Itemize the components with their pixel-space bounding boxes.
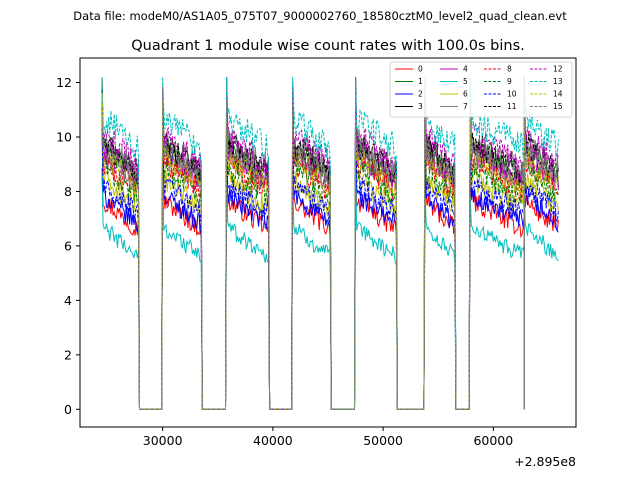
legend-label-9: 9 <box>507 77 512 86</box>
series-line-10 <box>101 107 559 410</box>
legend-label-4: 4 <box>463 65 468 74</box>
x-tick-label: 40000 <box>253 433 293 448</box>
plot-lines <box>101 77 559 410</box>
series-line-15 <box>101 79 559 410</box>
y-tick-label: 10 <box>56 129 72 144</box>
legend-label-0: 0 <box>418 65 423 74</box>
series-line-13 <box>101 77 559 410</box>
legend-label-14: 14 <box>553 90 563 99</box>
x-tick-label: 50000 <box>363 433 403 448</box>
legend-label-13: 13 <box>553 77 563 86</box>
x-offset-label: +2.895e8 <box>514 454 576 469</box>
y-tick-label: 6 <box>64 238 72 253</box>
legend-label-6: 6 <box>463 90 468 99</box>
y-tick-label: 4 <box>64 293 72 308</box>
chart-title: Quadrant 1 module wise count rates with … <box>131 38 525 54</box>
axes-frame <box>79 57 577 428</box>
legend-label-15: 15 <box>553 102 563 111</box>
legend-label-11: 11 <box>507 102 517 111</box>
legend-label-5: 5 <box>463 77 468 86</box>
legend-label-7: 7 <box>463 102 468 111</box>
data-file-label: Data file: modeM0/AS1A05_075T07_90000027… <box>73 9 567 23</box>
y-tick-label: 0 <box>64 402 72 417</box>
legend-label-1: 1 <box>418 77 423 86</box>
x-tick-label: 30000 <box>143 433 183 448</box>
x-tick-label: 60000 <box>473 433 513 448</box>
legend-label-3: 3 <box>418 102 423 111</box>
legend-label-2: 2 <box>418 90 423 99</box>
y-tick-label: 2 <box>64 347 72 362</box>
y-tick-label: 8 <box>64 184 72 199</box>
legend-label-10: 10 <box>507 90 517 99</box>
series-line-12 <box>101 77 559 410</box>
legend-box <box>389 61 573 118</box>
legend-label-8: 8 <box>507 65 512 74</box>
y-axis: 0 2 4 6 8 10 12 <box>56 75 80 417</box>
legend-label-12: 12 <box>553 65 563 74</box>
y-tick-label: 12 <box>56 75 72 90</box>
x-axis: 30000 40000 50000 60000 <box>143 427 513 448</box>
